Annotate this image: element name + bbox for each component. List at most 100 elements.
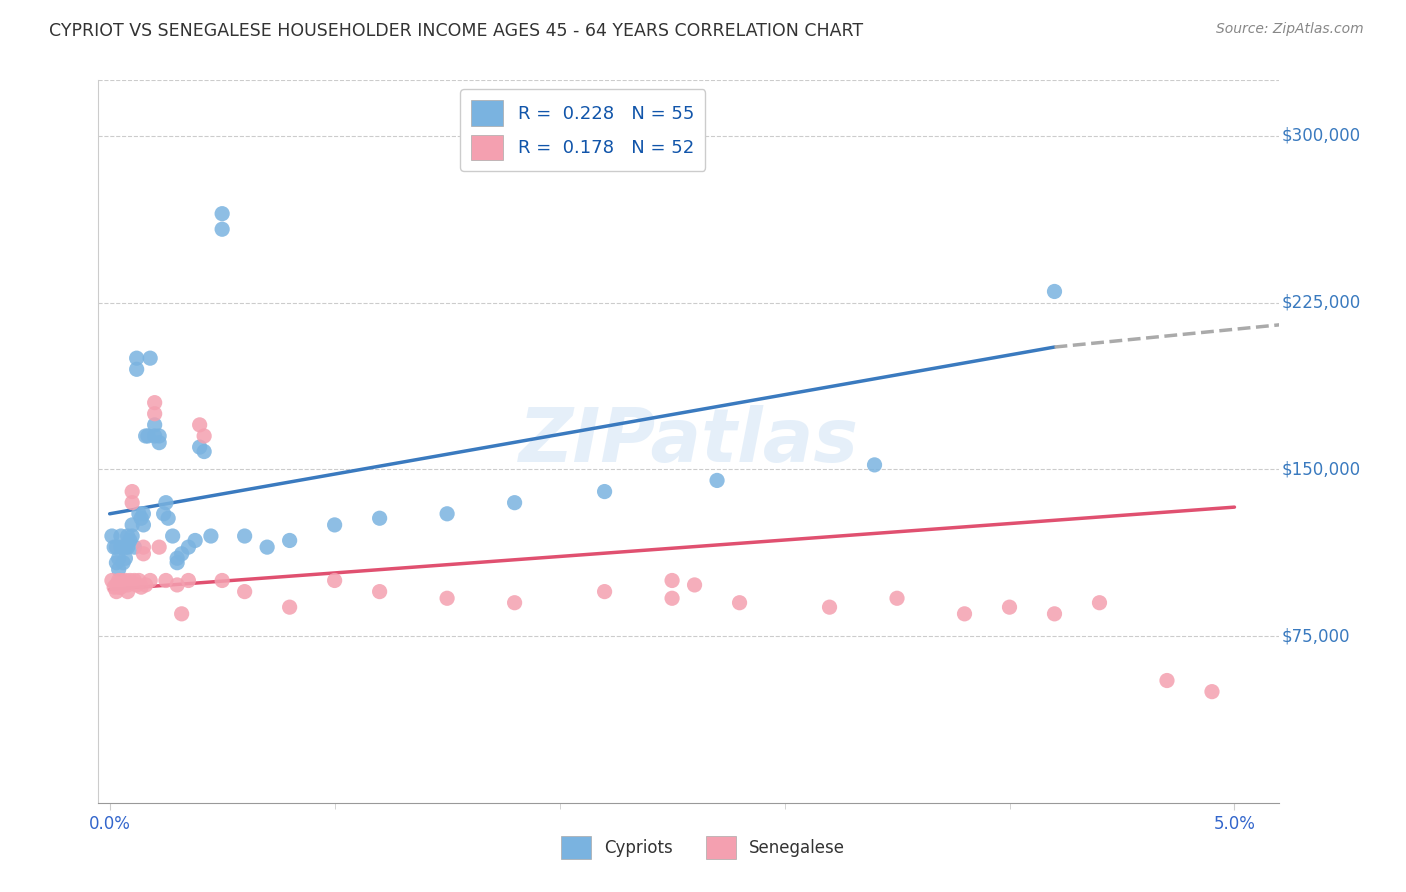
- Point: [117, 578, 139, 592]
- Point: [593, 484, 616, 499]
- Point: [143, 429, 166, 443]
- Point: [112, 556, 135, 570]
- Point: [105, 540, 128, 554]
- Point: [132, 547, 155, 561]
- Point: [1156, 673, 1178, 688]
- Point: [211, 222, 233, 236]
- Point: [503, 496, 526, 510]
- Point: [953, 607, 976, 621]
- Point: [148, 435, 170, 450]
- Point: [233, 529, 256, 543]
- Point: [193, 429, 215, 443]
- Point: [114, 540, 136, 554]
- Point: [132, 507, 155, 521]
- Point: [107, 574, 129, 588]
- Point: [368, 511, 391, 525]
- Point: [105, 556, 128, 570]
- Point: [110, 574, 132, 588]
- Point: [1088, 596, 1111, 610]
- Point: [107, 562, 129, 576]
- Point: [128, 507, 150, 521]
- Point: [188, 440, 211, 454]
- Point: [323, 517, 346, 532]
- Point: [157, 511, 180, 525]
- Text: $150,000: $150,000: [1282, 460, 1361, 478]
- Point: [200, 529, 222, 543]
- Point: [121, 496, 143, 510]
- Point: [114, 574, 136, 588]
- Point: [886, 591, 908, 606]
- Point: [143, 417, 166, 432]
- Text: $300,000: $300,000: [1282, 127, 1361, 145]
- Point: [661, 591, 683, 606]
- Point: [155, 574, 177, 588]
- Point: [256, 540, 278, 554]
- Point: [125, 351, 148, 366]
- Point: [193, 444, 215, 458]
- Point: [818, 600, 841, 615]
- Point: [998, 600, 1021, 615]
- Point: [101, 574, 124, 588]
- Text: ZIPatlas: ZIPatlas: [519, 405, 859, 478]
- Point: [129, 511, 152, 525]
- Point: [166, 551, 188, 566]
- Point: [107, 580, 129, 594]
- Point: [188, 417, 211, 432]
- Point: [177, 574, 200, 588]
- Point: [148, 429, 170, 443]
- Point: [110, 540, 132, 554]
- Point: [166, 578, 188, 592]
- Point: [863, 458, 886, 472]
- Point: [139, 574, 162, 588]
- Point: [112, 578, 135, 592]
- Point: [124, 574, 146, 588]
- Point: [121, 529, 143, 543]
- Point: [503, 596, 526, 610]
- Text: CYPRIOT VS SENEGALESE HOUSEHOLDER INCOME AGES 45 - 64 YEARS CORRELATION CHART: CYPRIOT VS SENEGALESE HOUSEHOLDER INCOME…: [49, 22, 863, 40]
- Point: [129, 580, 152, 594]
- Point: [103, 580, 125, 594]
- Point: [135, 578, 157, 592]
- Legend: Cypriots, Senegalese: Cypriots, Senegalese: [554, 829, 852, 866]
- Point: [148, 540, 170, 554]
- Point: [184, 533, 207, 548]
- Point: [124, 540, 146, 554]
- Point: [105, 578, 128, 592]
- Point: [278, 600, 301, 615]
- Point: [105, 584, 128, 599]
- Point: [706, 474, 728, 488]
- Point: [143, 407, 166, 421]
- Point: [1043, 607, 1066, 621]
- Point: [110, 529, 132, 543]
- Point: [211, 574, 233, 588]
- Point: [593, 584, 616, 599]
- Point: [162, 529, 184, 543]
- Point: [132, 540, 155, 554]
- Point: [436, 591, 458, 606]
- Point: [233, 584, 256, 599]
- Point: [661, 574, 683, 588]
- Point: [121, 517, 143, 532]
- Point: [152, 507, 174, 521]
- Point: [128, 574, 150, 588]
- Point: [177, 540, 200, 554]
- Point: [1201, 684, 1223, 698]
- Point: [683, 578, 706, 592]
- Point: [107, 551, 129, 566]
- Legend: R =  0.228   N = 55, R =  0.178   N = 52: R = 0.228 N = 55, R = 0.178 N = 52: [460, 89, 706, 171]
- Point: [436, 507, 458, 521]
- Point: [110, 580, 132, 594]
- Point: [155, 496, 177, 510]
- Text: $75,000: $75,000: [1282, 627, 1350, 645]
- Point: [170, 607, 193, 621]
- Text: $225,000: $225,000: [1282, 293, 1361, 311]
- Point: [323, 574, 346, 588]
- Point: [125, 362, 148, 376]
- Point: [278, 533, 301, 548]
- Point: [118, 574, 141, 588]
- Point: [166, 556, 188, 570]
- Point: [728, 596, 751, 610]
- Point: [135, 429, 157, 443]
- Point: [118, 533, 141, 548]
- Point: [132, 517, 155, 532]
